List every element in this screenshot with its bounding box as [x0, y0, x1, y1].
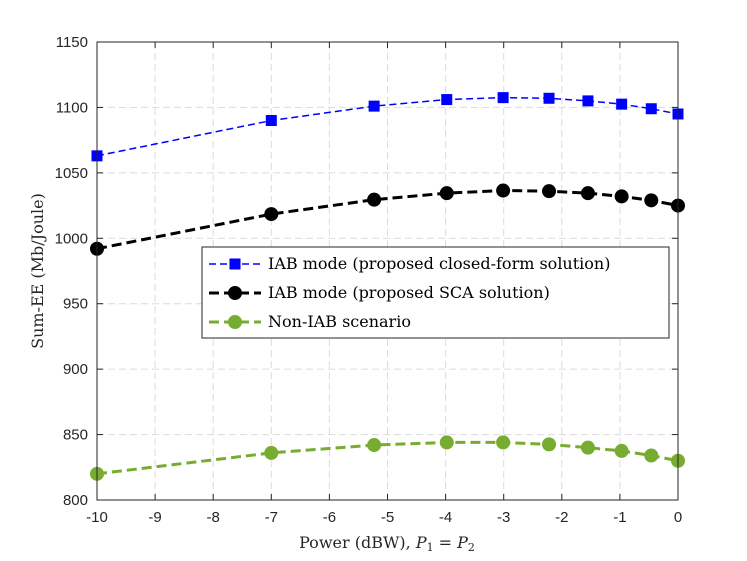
- data-point: [580, 186, 595, 201]
- legend-entry-2: IAB mode (proposed SCA solution): [209, 283, 550, 302]
- data-point: [265, 115, 277, 127]
- legend: IAB mode (proposed closed-form solution)…: [201, 246, 670, 339]
- data-point: [368, 100, 380, 112]
- x-tick-label: 0: [674, 509, 682, 526]
- data-point: [543, 92, 555, 104]
- data-point: [645, 103, 657, 115]
- data-point: [582, 95, 594, 107]
- legend-marker: [228, 286, 242, 300]
- y-tick-label: 950: [63, 296, 88, 313]
- x-tick-label: -4: [439, 509, 452, 526]
- y-tick-label: 1050: [55, 165, 88, 182]
- tick-marks: [96, 41, 679, 501]
- data-point: [614, 443, 629, 458]
- legend-label: IAB mode (proposed closed-form solution): [268, 254, 610, 273]
- x-tick-label: -9: [148, 509, 161, 526]
- series-3: [90, 435, 685, 481]
- series-2: [90, 183, 685, 256]
- data-point: [367, 192, 382, 207]
- x-tick-label: -5: [381, 509, 394, 526]
- data-point: [644, 193, 659, 208]
- data-point: [496, 435, 511, 450]
- legend-entry-1: IAB mode (proposed closed-form solution): [209, 254, 610, 273]
- x-tick-label: -7: [265, 509, 278, 526]
- x-tick-label: -1: [613, 509, 626, 526]
- y-tick-label: 900: [63, 361, 88, 378]
- data-point: [614, 189, 629, 204]
- y-tick-label: 1150: [56, 34, 88, 51]
- data-point: [441, 94, 453, 106]
- y-tick-label: 850: [63, 427, 88, 444]
- y-axis-label: Sum-EE (Mb/Joule): [28, 193, 47, 349]
- x-tick-label: -6: [323, 509, 336, 526]
- legend-label: Non-IAB scenario: [268, 312, 411, 331]
- data-point: [496, 183, 511, 198]
- x-tick-label: -10: [86, 509, 108, 526]
- y-tick-label: 1000: [55, 230, 88, 247]
- data-point: [264, 445, 279, 460]
- x-axis-label: Power (dBW), P1 = P2: [299, 533, 475, 554]
- legend-entry-3: Non-IAB scenario: [209, 312, 411, 331]
- legend-marker: [228, 315, 242, 329]
- x-tick-label: -3: [497, 509, 510, 526]
- data-point: [439, 186, 454, 201]
- data-point: [644, 448, 659, 463]
- data-point: [616, 98, 628, 110]
- data-point: [264, 207, 279, 222]
- x-tick-label: -2: [555, 509, 568, 526]
- series-line: [96, 96, 679, 157]
- data-point: [580, 440, 595, 455]
- tick-labels: -10 -9 -8 -7 -6 -5 -4 -3 -2 -1 0800850900950100010…: [55, 34, 683, 526]
- data-point: [439, 435, 454, 450]
- series-line: [96, 440, 679, 476]
- y-tick-label: 800: [63, 492, 88, 509]
- data-point: [542, 437, 557, 452]
- legend-label: IAB mode (proposed SCA solution): [268, 283, 550, 302]
- data-point: [542, 184, 557, 199]
- legend-box: [201, 246, 670, 339]
- x-tick-label: -8: [207, 509, 220, 526]
- data-point: [367, 438, 382, 453]
- series-line: [96, 189, 679, 251]
- data-point: [497, 92, 509, 104]
- legend-marker: [229, 258, 241, 270]
- y-tick-label: 1100: [56, 99, 88, 116]
